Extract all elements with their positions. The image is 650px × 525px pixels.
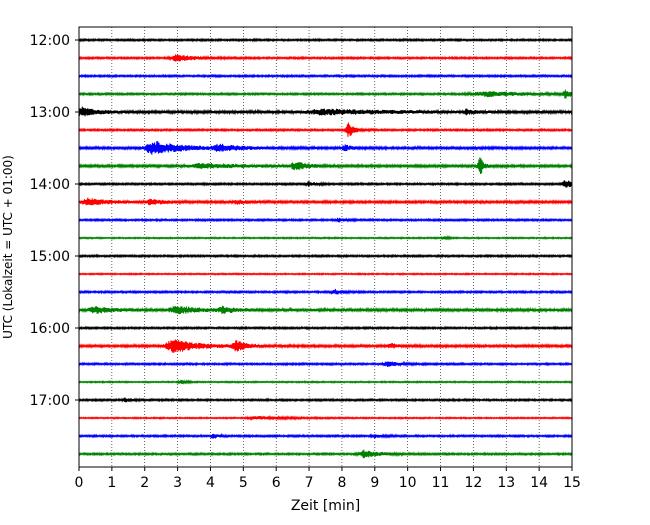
trace-row-1415	[78, 197, 573, 206]
trace-row-1230	[78, 73, 573, 79]
plot-frame	[78, 26, 573, 468]
trace-row-1515	[78, 272, 573, 276]
trace-row-1600	[78, 325, 573, 331]
x-tick-label: 0	[75, 475, 84, 491]
y-axis-label: UTC (Lokalzeit = UTC + 01:00)	[1, 155, 15, 339]
trace-row-1345	[78, 157, 573, 174]
y-tick-label: 15:00	[30, 249, 70, 265]
x-tick-label: 6	[272, 475, 281, 491]
y-axis-ticks: 12:00 13:00 14:00 15:00 16:00 17:00	[30, 33, 79, 409]
trace-row-1630	[78, 360, 573, 368]
trace-row-1215	[78, 54, 573, 62]
x-tick-label: 4	[206, 475, 215, 491]
x-tick-label: 1	[107, 475, 116, 491]
trace-row-1330	[78, 141, 573, 155]
trace-row-1445	[78, 234, 573, 241]
x-tick-label: 3	[173, 475, 182, 491]
trace-row-1300	[78, 106, 573, 117]
x-gridlines	[111, 27, 540, 467]
x-tick-label: 10	[399, 475, 417, 491]
y-tick-label: 16:00	[30, 321, 70, 337]
y-tick-label: 13:00	[30, 105, 70, 121]
x-tick-label: 8	[337, 475, 346, 491]
y-tick-label: 17:00	[30, 393, 70, 409]
trace-row-1200	[78, 37, 573, 43]
x-tick-label: 7	[305, 475, 314, 491]
x-tick-label: 2	[140, 475, 149, 491]
trace-row-1700	[78, 397, 573, 403]
x-tick-label: 12	[464, 475, 482, 491]
trace-row-1745	[78, 449, 573, 459]
x-tick-label: 13	[497, 475, 515, 491]
trace-row-1615	[78, 339, 573, 353]
trace-row-1730	[78, 432, 573, 440]
trace-row-1400	[78, 180, 573, 188]
x-axis-ticks: 0 1 2 3 4 5 6 7 8 9 10 11 12 13 14 15	[75, 467, 581, 491]
x-axis-label: Zeit [min]	[291, 498, 360, 514]
trace-row-1245	[78, 89, 573, 99]
trace-row-1715	[78, 414, 573, 422]
seismogram-traces	[78, 37, 573, 459]
trace-row-1530	[78, 288, 573, 296]
trace-row-1430	[78, 217, 573, 224]
x-tick-label: 11	[432, 475, 450, 491]
trace-row-1315	[78, 122, 573, 137]
x-tick-label: 14	[530, 475, 548, 491]
x-tick-label: 9	[370, 475, 379, 491]
x-tick-label: 5	[239, 475, 248, 491]
trace-row-1500	[78, 253, 573, 259]
y-tick-label: 12:00	[30, 33, 70, 49]
y-tick-label: 14:00	[30, 177, 70, 193]
trace-row-1645	[78, 379, 573, 385]
trace-row-1545	[78, 305, 573, 315]
x-tick-label: 15	[563, 475, 581, 491]
